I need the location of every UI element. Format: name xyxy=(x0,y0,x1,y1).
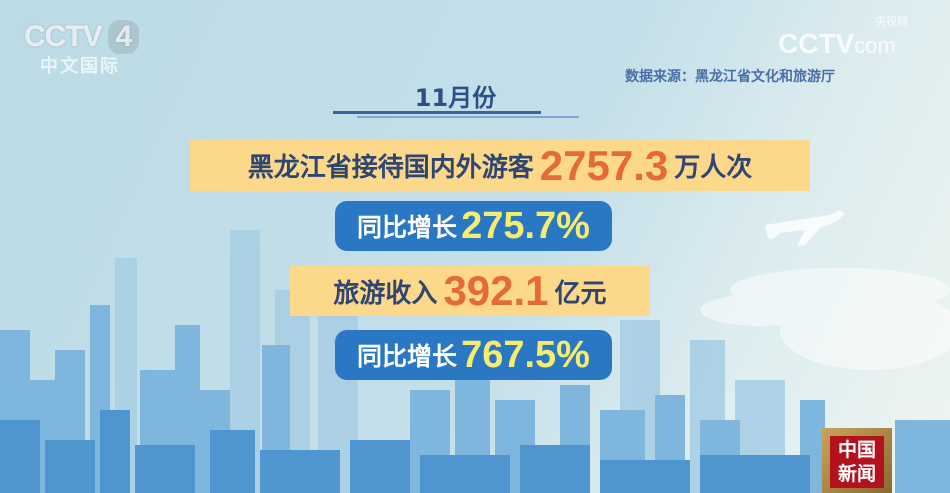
stat-value: 275.7% xyxy=(461,204,590,247)
cctv-com-logo: 央视网 CCTVcom xyxy=(778,16,908,64)
stat-label: 同比增长 xyxy=(357,342,458,371)
data-source: 数据来源：黑龙江省文化和旅游厅 xyxy=(625,69,835,85)
airplane-icon xyxy=(765,210,845,246)
cctv-com-logo-brand: CCTV xyxy=(778,28,855,59)
china-news-logo-text: 中国新闻 xyxy=(830,436,884,488)
stat-value: 767.5% xyxy=(461,333,590,376)
cctv4-logo-brand: CCTV xyxy=(24,20,103,53)
stat-visitors-growth: 同比增长 275.7% xyxy=(335,201,612,251)
cctv-com-logo-suffix: com xyxy=(854,33,896,58)
stat-unit: 亿元 xyxy=(554,278,607,309)
title-underline xyxy=(333,111,541,114)
stat-value: 392.1 xyxy=(443,267,549,314)
stat-unit: 万人次 xyxy=(674,153,753,183)
stat-label: 黑龙江省接待国内外游客 xyxy=(247,153,534,183)
stat-revenue-growth: 同比增长 767.5% xyxy=(335,330,612,380)
china-news-logo: 中国新闻 xyxy=(822,428,892,493)
cctv-com-logo-name: 央视网 xyxy=(875,16,908,28)
stat-label: 同比增长 xyxy=(357,213,458,242)
stat-visitors: 黑龙江省接待国内外游客 2757.3 万人次 xyxy=(190,140,810,191)
stat-label: 旅游收入 xyxy=(333,278,438,309)
title-underline-secondary xyxy=(357,116,579,118)
cctv4-logo: CCTV 4 中文国际 xyxy=(24,20,140,78)
cctv4-logo-subtitle: 中文国际 xyxy=(40,56,120,77)
stat-value: 2757.3 xyxy=(539,141,669,189)
cctv4-logo-number: 4 xyxy=(107,20,140,54)
stat-revenue: 旅游收入 392.1 亿元 xyxy=(290,266,650,316)
page-title: 11月份 xyxy=(414,84,497,112)
